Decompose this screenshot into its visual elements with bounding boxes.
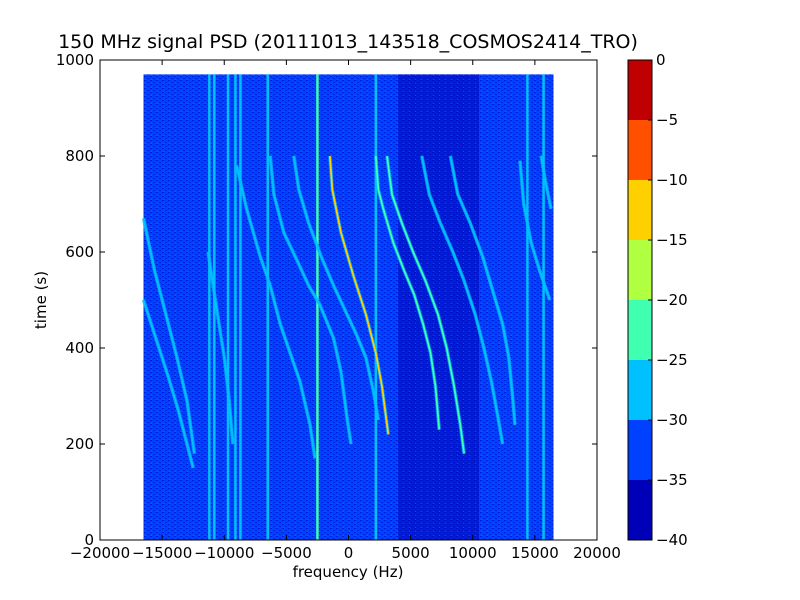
colorbar-tick-label: −10 xyxy=(656,171,688,189)
colorbar-tick-label: −30 xyxy=(656,411,688,429)
y-tick-label: 200 xyxy=(65,435,94,453)
colorbar-tick-label: −15 xyxy=(656,231,688,249)
doppler-trace-1 xyxy=(142,299,195,469)
x-tick-label: 20000 xyxy=(573,544,621,562)
y-tick-label: 1000 xyxy=(56,51,94,69)
colorbar-tick-label: −35 xyxy=(656,471,688,489)
x-axis-label: frequency (Hz) xyxy=(293,563,404,581)
chart-title: 150 MHz signal PSD (20111013_143518_COSM… xyxy=(58,31,638,53)
colorbar-band-3 xyxy=(628,300,652,360)
x-tick-label: −10000 xyxy=(194,544,254,562)
doppler-trace-8 xyxy=(386,155,465,454)
colorbar-band-1 xyxy=(628,420,652,480)
colorbar-band-0 xyxy=(628,480,652,540)
x-tick-label: 5000 xyxy=(392,544,430,562)
colorbar-tick-label: −25 xyxy=(656,351,688,369)
x-tick-label: −15000 xyxy=(132,544,192,562)
x-tick-label: −20000 xyxy=(70,544,130,562)
x-axis-ticks: −20000 −15000 −10000 −5000 0 5000 10000 15000 20… xyxy=(70,60,621,562)
doppler-trace-0 xyxy=(142,218,196,454)
x-tick-label: 15000 xyxy=(511,544,559,562)
colorbar-band-2 xyxy=(628,360,652,420)
doppler-trace-9 xyxy=(420,155,504,445)
doppler-trace-4 xyxy=(269,155,352,445)
colorbar-band-7 xyxy=(628,60,652,120)
doppler-trace-12 xyxy=(540,155,552,209)
plot-frame xyxy=(99,59,598,541)
plot-area: −20000 −15000 −10000 −5000 0 5000 10000 15000 20… xyxy=(56,51,621,562)
y-tick-label: 400 xyxy=(65,339,94,357)
doppler-trace-2 xyxy=(207,251,234,445)
colorbar-band-6 xyxy=(628,120,652,180)
y-tick-label: 600 xyxy=(65,243,94,261)
heatmap-noise xyxy=(143,74,554,540)
colorbar-tick-label: −5 xyxy=(656,111,678,129)
y-tick-label: 0 xyxy=(84,531,94,549)
colorbar-tick-label: 0 xyxy=(656,51,666,69)
doppler-trace-10 xyxy=(449,155,516,425)
y-axis-label: time (s) xyxy=(32,271,50,329)
y-axis-ticks: 0 200 400 600 800 1000 xyxy=(56,51,597,549)
x-tick-label: 10000 xyxy=(449,544,497,562)
psd-heatmap xyxy=(141,74,554,540)
colorbar-tick-label: −20 xyxy=(656,291,688,309)
doppler-trace-7 xyxy=(374,155,441,430)
colorbar-tick-label: −40 xyxy=(656,531,688,549)
colorbar-band-4 xyxy=(628,240,652,300)
doppler-trace-5 xyxy=(292,155,380,421)
x-tick-label: −5000 xyxy=(261,544,312,562)
colorbar: −40 −35 −30 −25 −20 −15 −10 −5 0 xyxy=(627,51,688,549)
doppler-trace-6 xyxy=(329,155,390,435)
x-tick-label: 0 xyxy=(344,544,354,562)
y-tick-label: 800 xyxy=(65,147,94,165)
doppler-trace-3 xyxy=(235,165,316,459)
doppler-trace-11 xyxy=(519,160,551,301)
colorbar-band-5 xyxy=(628,180,652,240)
